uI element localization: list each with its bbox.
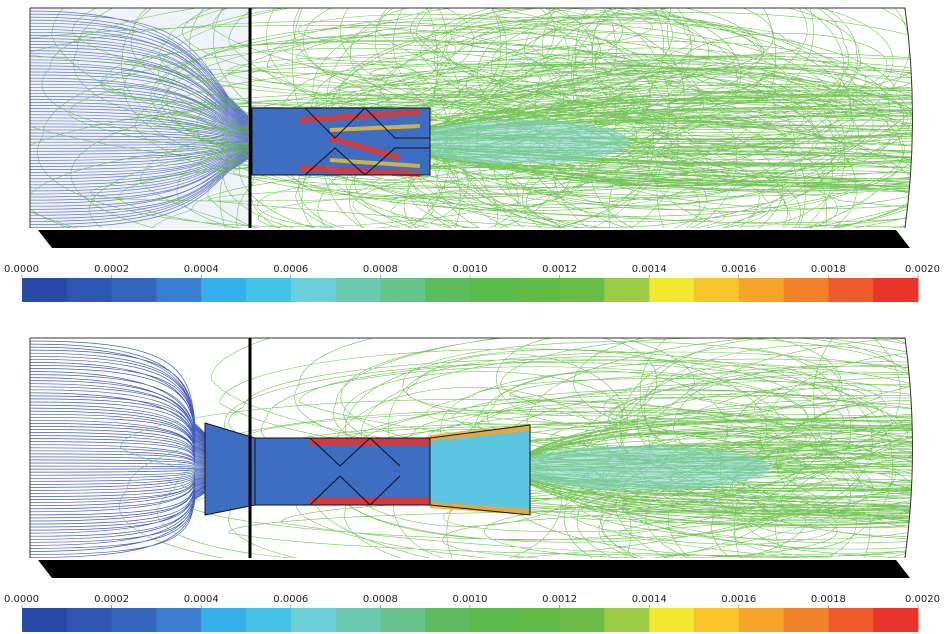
colorbar-segment [67, 278, 112, 302]
colorbar-tick-label: 0.0006 [273, 594, 308, 605]
colorbar-segment [649, 278, 694, 302]
colorbar-tick-label: 0.0000 [4, 594, 39, 605]
colorbar-segment [873, 608, 918, 632]
colorbar-tick-label: 0.0004 [184, 264, 219, 275]
colorbar-segment [828, 278, 873, 302]
colorbar-tick-label: 0.0008 [363, 594, 398, 605]
colorbar-tick-label: 0.0004 [184, 594, 219, 605]
colorbar-tick-label: 0.0008 [363, 264, 398, 275]
colorbar-segment [112, 278, 157, 302]
colorbar-segment [739, 278, 784, 302]
jet-core [510, 446, 770, 490]
colorbar-segment [694, 608, 739, 632]
colorbar-tick-label: 0.0016 [721, 264, 756, 275]
colorbar-segment [380, 608, 425, 632]
colorbar-segment [246, 608, 291, 632]
colorbar-segment [67, 608, 112, 632]
colorbar-tick-label: 0.0018 [811, 594, 846, 605]
figure: 0.0000 0.0002 0.0004 0.0006 0.0008 0.0010 0.00… [0, 0, 944, 634]
colorbar-tick-label: 0.0010 [453, 594, 488, 605]
colorbar-tick-label: 0.0020 [905, 264, 940, 275]
colorbar-tick-label: 0.0000 [4, 264, 39, 275]
colorbar-segment [425, 608, 470, 632]
colorbar-segment [156, 278, 201, 302]
colorbar-segment [560, 608, 605, 632]
colorbar-segment [515, 278, 560, 302]
colorbar-segment [470, 608, 515, 632]
colorbar-segment [828, 608, 873, 632]
colorbar-segment [784, 608, 829, 632]
colorbar-tick-label: 0.0010 [453, 264, 488, 275]
colorbar-segment [291, 278, 336, 302]
colorbar-segment [291, 608, 336, 632]
colorbar-segment [739, 608, 784, 632]
colorbar-segment [649, 608, 694, 632]
floor-strip [38, 230, 910, 248]
colorbar-tick-label: 0.0018 [811, 264, 846, 275]
colorbar-tick-label: 0.0016 [721, 594, 756, 605]
colorbar-segment [246, 278, 291, 302]
inflow-streamlines [30, 341, 215, 558]
colorbar-tick-label: 0.0002 [94, 264, 129, 275]
colorbar-segment [336, 608, 381, 632]
colorbar-segment [694, 278, 739, 302]
colorbar-tick-label: 0.0002 [94, 594, 129, 605]
colorbar-tick-label: 0.0012 [542, 264, 577, 275]
colorbar-segment [336, 278, 381, 302]
colorbar-segment [201, 278, 246, 302]
colorbar-segment [156, 608, 201, 632]
colorbar-segment [201, 608, 246, 632]
colorbar-segment [22, 608, 67, 632]
colorbar-segment [873, 278, 918, 302]
colorbar-tick-label: 0.0012 [542, 594, 577, 605]
colorbar-segment [515, 608, 560, 632]
colorbar-tick-label: 0.0014 [632, 594, 667, 605]
colorbar-segment [560, 278, 605, 302]
colorbar-tick-label: 0.0006 [273, 264, 308, 275]
floor-strip [38, 560, 910, 578]
colorbar-segment [604, 278, 649, 302]
colorbar-segment [470, 278, 515, 302]
colorbar-segment [425, 278, 470, 302]
colorbar-segment [22, 278, 67, 302]
inflow-pale [30, 8, 248, 228]
colorbar-tick-label: 0.0020 [905, 594, 940, 605]
colorbar-segment [380, 278, 425, 302]
colorbar-segment [784, 278, 829, 302]
colorbar-segment [112, 608, 157, 632]
jet-core [410, 120, 630, 164]
colorbar-tick-label: 0.0014 [632, 264, 667, 275]
page: 0.0000 0.0002 0.0004 0.0006 0.0008 0.0010 0.00… [0, 0, 944, 634]
colorbar-segment [604, 608, 649, 632]
